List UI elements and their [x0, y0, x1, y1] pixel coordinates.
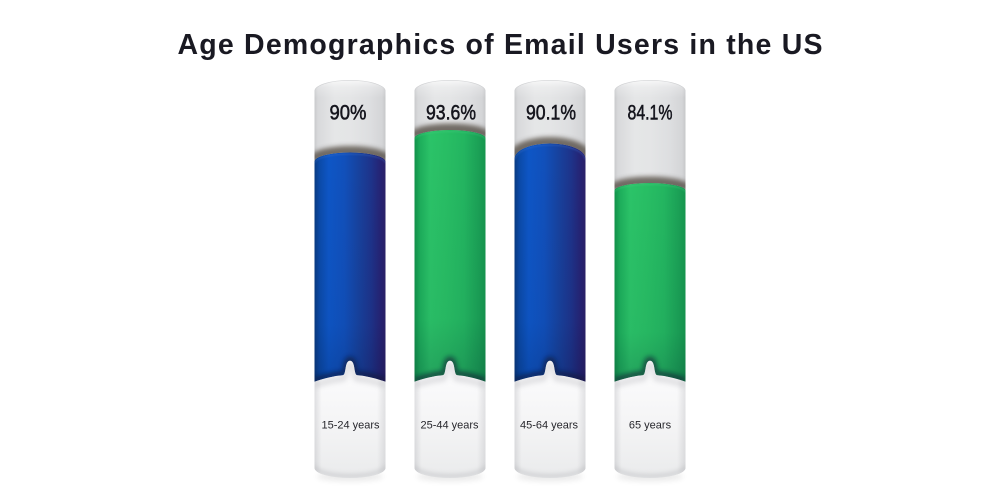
svg-text:90%: 90% [330, 101, 367, 125]
svg-text:Age Demographics of Email User: Age Demographics of Email Users in the U… [178, 29, 823, 61]
svg-text:93.6%: 93.6% [426, 101, 476, 125]
svg-text:45-64 years: 45-64 years [520, 420, 579, 432]
svg-text:84.1%: 84.1% [628, 101, 673, 125]
svg-text:25-44 years: 25-44 years [420, 420, 479, 432]
svg-text:15-24 years: 15-24 years [321, 420, 380, 432]
svg-text:65 years: 65 years [629, 420, 672, 432]
svg-text:90.1%: 90.1% [526, 101, 576, 125]
